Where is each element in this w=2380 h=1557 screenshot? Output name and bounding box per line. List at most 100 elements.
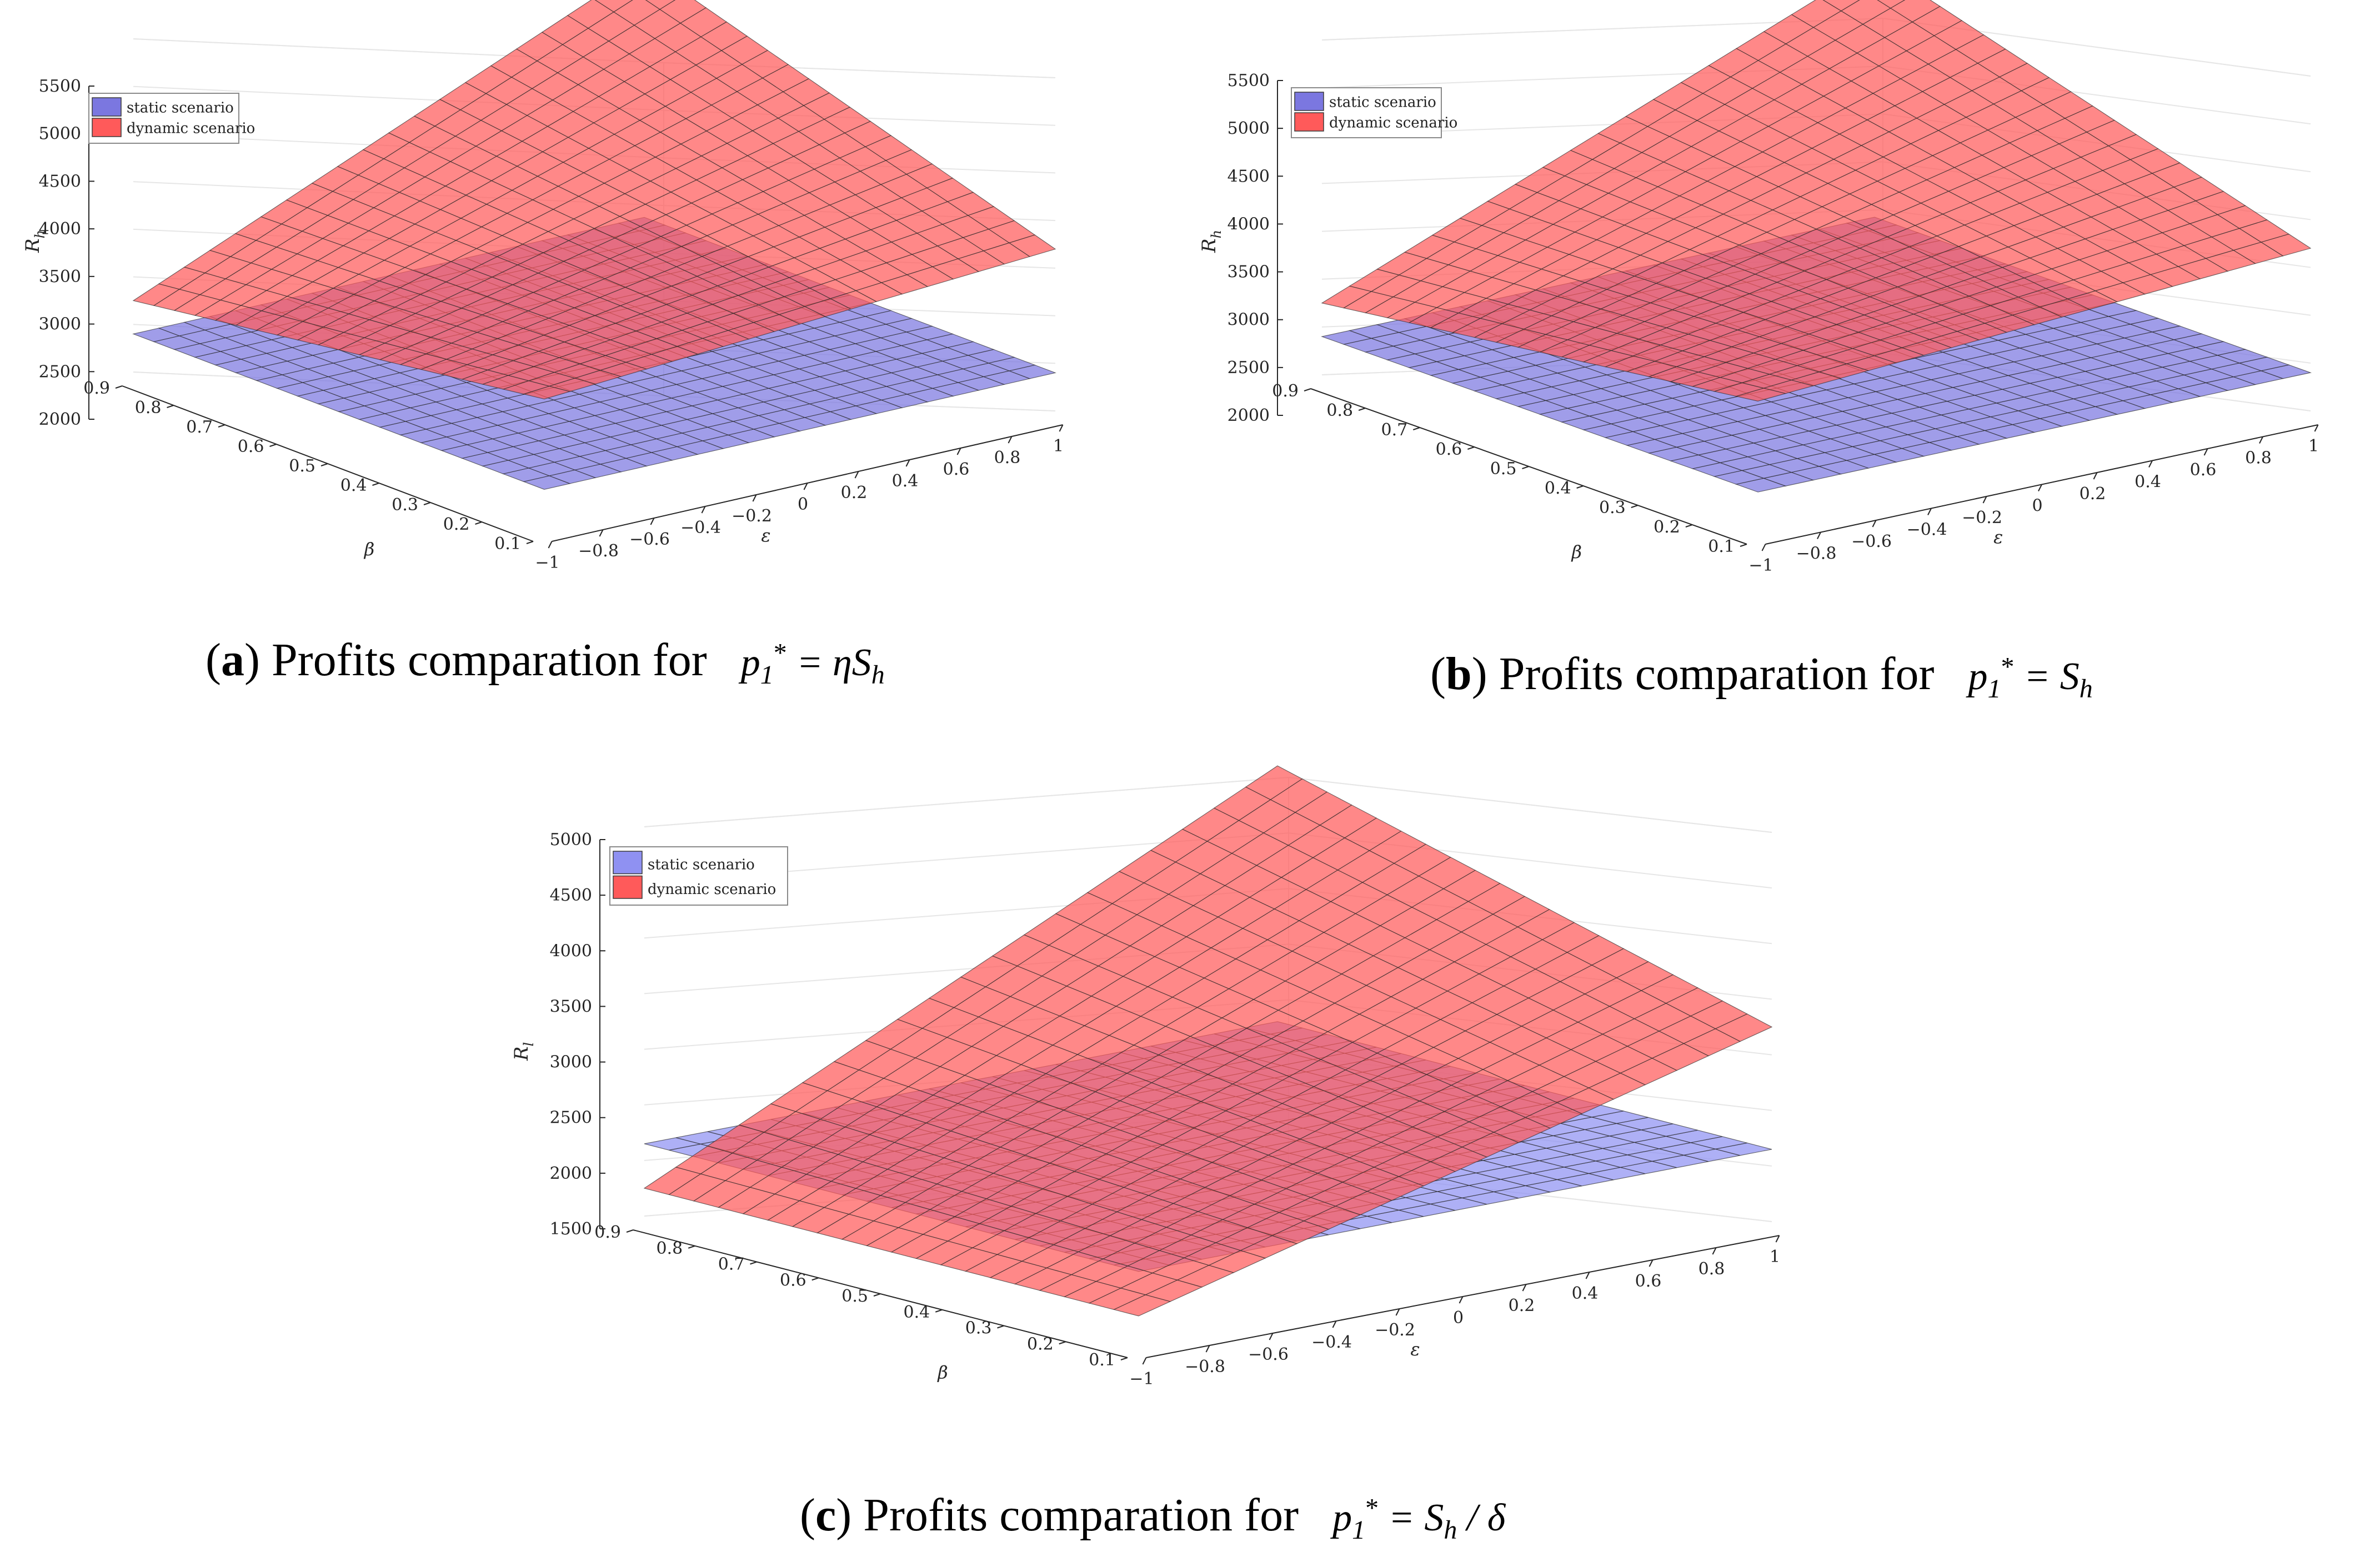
x-tick-label: 0.2	[841, 483, 868, 503]
x-tick-label: 0.8	[1698, 1259, 1725, 1279]
y-tick	[1358, 408, 1366, 411]
x-tick-label: −0.8	[578, 541, 619, 561]
subplot-a: −1 −0.8 −0.6 −0.4 −0.2 0 0.2 0.4 0.6 0.8 1 0.1 0.2 0.…	[22, 0, 1064, 572]
y-axis-label: β	[1571, 541, 1582, 562]
y-tick-label: 0.5	[1490, 459, 1517, 479]
x-tick	[1008, 436, 1013, 444]
caption-a: (a) Profits comparation for p1* = ηSh	[206, 634, 885, 690]
y-tick	[935, 1309, 943, 1313]
x-tick-label: −0.6	[1851, 532, 1892, 551]
x-tick-label: −0.8	[1185, 1357, 1225, 1377]
x-tick	[1059, 424, 1064, 432]
surface-dynamic	[1321, 0, 2312, 401]
x-tick	[1817, 532, 1821, 539]
x-tick-label: 0.2	[1509, 1296, 1535, 1315]
caption-b-formula: p1* = Sh	[1968, 652, 2093, 704]
y-tick-label: 0.2	[1027, 1334, 1054, 1354]
legend-swatch	[1294, 112, 1324, 132]
x-tick-label: 0.8	[994, 448, 1021, 468]
caption-b-lhs-sub: 1	[1987, 674, 2001, 704]
z-tick-label: 2500	[1227, 358, 1270, 378]
z-axis-label: Rh	[1198, 230, 1224, 253]
z-tick-label: 3500	[550, 997, 592, 1016]
legend-swatch	[1294, 92, 1324, 111]
x-tick	[599, 529, 604, 537]
y-tick	[873, 1293, 881, 1297]
legend-swatch	[92, 118, 122, 137]
caption-a-rhs-sub: h	[871, 660, 885, 690]
x-tick	[1395, 1308, 1400, 1316]
x-tick-label: −0.6	[1248, 1345, 1289, 1364]
z-axis-label-sub: l	[521, 1042, 537, 1047]
x-tick	[1982, 496, 1987, 504]
surface-cell	[594, 0, 633, 13]
x-tick-label: −0.2	[1962, 508, 2002, 528]
y-tick	[218, 424, 226, 428]
surface-dynamic	[643, 765, 1773, 1317]
x-tick	[1459, 1296, 1464, 1304]
surface-cell	[1791, 0, 1842, 28]
y-tick-label: 0.8	[135, 398, 162, 418]
x-tick	[1332, 1320, 1337, 1328]
legend-label: static scenario	[1329, 94, 1436, 111]
y-tick	[997, 1325, 1004, 1329]
z-tick-label: 1500	[550, 1219, 592, 1239]
x-tick-label: 0.6	[1635, 1272, 1662, 1291]
z-tick-label: 2000	[550, 1164, 592, 1183]
legend-swatch	[613, 875, 643, 899]
x-tick	[1761, 544, 1766, 551]
caption-c-lhs: p	[1332, 1496, 1352, 1539]
caption-a-rhs: ηS	[833, 641, 871, 684]
x-tick-label: 0	[798, 495, 808, 514]
x-tick	[752, 494, 757, 502]
y-tick	[1120, 1357, 1128, 1360]
y-tick	[1631, 505, 1639, 508]
x-tick-label: −0.4	[1311, 1333, 1352, 1352]
y-tick	[423, 502, 431, 505]
y-tick	[526, 541, 534, 544]
legend: static scenario dynamic scenario	[1291, 87, 1457, 138]
z-tick-label: 4000	[1227, 214, 1270, 234]
x-tick-label: 1	[1053, 436, 1064, 456]
y-tick-label: 0.4	[340, 476, 367, 495]
x-tick	[1585, 1272, 1590, 1279]
x-axis-label: ε	[1410, 1339, 1420, 1360]
y-tick-label: 0.1	[494, 534, 521, 554]
x-tick-label: −0.2	[1375, 1320, 1415, 1340]
x-tick-label: 0.6	[943, 460, 970, 479]
legend-label: dynamic scenario	[127, 120, 255, 137]
caption-a-text: Profits comparation for	[271, 634, 707, 686]
x-tick	[854, 471, 859, 479]
caption-a-lhs-sup: *	[773, 638, 787, 668]
y-tick	[320, 463, 328, 466]
x-tick	[701, 506, 706, 514]
x-tick	[1927, 508, 1932, 515]
y-tick-label: 0.8	[1326, 401, 1353, 420]
x-tick	[2038, 484, 2042, 491]
x-tick	[548, 541, 553, 549]
x-tick	[1142, 1357, 1147, 1365]
z-tick-label: 5500	[39, 77, 81, 96]
y-tick	[475, 521, 482, 525]
caption-b-letter: b	[1445, 648, 1472, 700]
caption-b-rhs-sub: h	[2079, 674, 2093, 704]
x-tick	[2093, 472, 2098, 480]
y-tick	[1576, 485, 1584, 489]
z-axis-label-main: R	[510, 1046, 533, 1061]
legend-swatch	[92, 97, 122, 117]
y-tick-label: 0.6	[1436, 440, 1462, 459]
caption-b: (b) Profits comparation for p1* = Sh	[1430, 648, 2093, 704]
z-tick-label: 3500	[1227, 263, 1270, 282]
y-tick	[1685, 524, 1693, 528]
x-tick-label: 0.4	[892, 471, 919, 491]
caption-c-lhs-sub: 1	[1352, 1515, 1366, 1545]
z-tick-label: 3000	[550, 1053, 592, 1072]
z-tick-label: 2000	[1227, 406, 1270, 425]
x-tick	[1522, 1284, 1527, 1292]
y-tick	[269, 444, 277, 447]
x-tick	[905, 459, 910, 467]
y-tick-label: 0.9	[1272, 381, 1299, 401]
z-axis-label-sub: h	[32, 230, 48, 238]
x-tick-label: 0	[1453, 1308, 1464, 1328]
